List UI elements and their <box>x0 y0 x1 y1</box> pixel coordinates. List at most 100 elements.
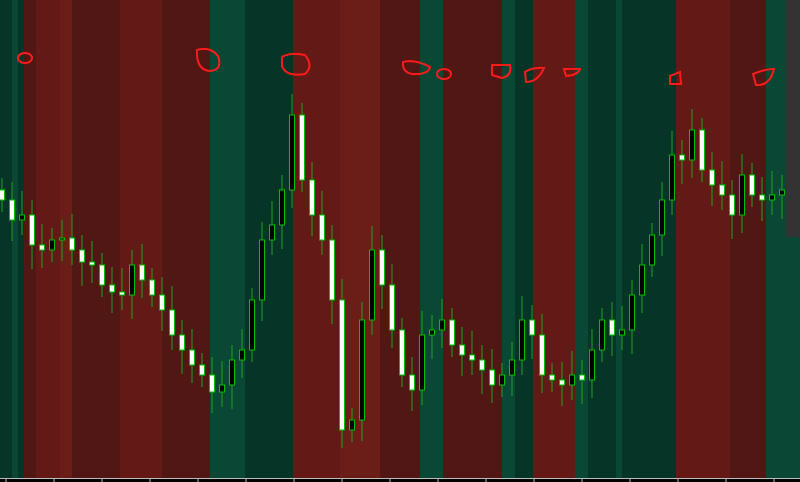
candle-body <box>329 239 335 301</box>
candle <box>629 280 635 354</box>
regime-band-dark-red <box>730 0 766 482</box>
candle <box>729 180 735 239</box>
candle <box>119 268 125 310</box>
candle-body <box>629 294 635 331</box>
hand-drawn-annotations <box>17 47 776 87</box>
candle <box>349 408 355 442</box>
candle-body <box>279 189 285 226</box>
candle <box>529 305 535 359</box>
candle-body <box>529 319 535 336</box>
candle <box>129 250 135 319</box>
candle <box>279 175 285 249</box>
x-axis-strip <box>0 479 800 482</box>
candle <box>159 277 165 331</box>
candle <box>749 163 755 207</box>
regime-band-green <box>502 0 515 482</box>
candle-body <box>49 239 55 251</box>
candle-body <box>299 114 305 181</box>
regime-band-dark-red <box>162 0 210 482</box>
candle-body <box>719 184 725 196</box>
candles <box>0 94 785 448</box>
candle <box>99 253 105 297</box>
candle-body <box>509 359 515 376</box>
candle-body <box>99 264 105 286</box>
candle-body <box>739 174 745 216</box>
candle-body <box>679 154 685 161</box>
candle <box>479 345 485 394</box>
candle-body <box>519 319 525 361</box>
candle <box>9 182 15 241</box>
candle-body <box>689 129 695 161</box>
candle-body <box>199 364 205 376</box>
candle <box>699 118 705 182</box>
candle <box>249 288 255 362</box>
candle <box>389 264 395 348</box>
candle <box>329 225 335 324</box>
regime-band-dark-green <box>18 0 24 482</box>
candle <box>59 220 65 261</box>
candle-body <box>39 244 45 251</box>
candle-body <box>499 374 505 386</box>
regime-band-dark-green <box>588 0 616 482</box>
candle-body <box>169 309 175 336</box>
candle-body <box>9 199 15 221</box>
candle <box>379 235 385 309</box>
candle <box>609 302 615 356</box>
regime-band-dark-red <box>72 0 120 482</box>
regime-band-red <box>120 0 162 482</box>
candle <box>669 131 675 215</box>
candle-body <box>19 214 25 221</box>
candle <box>679 140 685 184</box>
candle-body <box>149 279 155 296</box>
candle-body <box>619 329 625 336</box>
candle <box>439 299 445 348</box>
candle-body <box>579 374 585 381</box>
candle-body <box>309 179 315 216</box>
candle-body <box>469 354 475 361</box>
candle <box>719 161 725 210</box>
regime-band-green <box>616 0 622 482</box>
candle-body <box>109 284 115 293</box>
annotation-circle <box>669 70 683 85</box>
candle-body <box>479 359 485 371</box>
candle-body <box>59 237 65 241</box>
candle <box>149 268 155 307</box>
candle-body <box>389 284 395 331</box>
candle-body <box>0 189 5 201</box>
candle-body <box>649 234 655 266</box>
regime-band-red <box>533 0 575 482</box>
candle-body <box>179 334 185 351</box>
x-axis <box>0 478 800 482</box>
annotation-circle <box>751 67 776 87</box>
candle-body <box>539 334 545 376</box>
candle-body <box>489 369 495 386</box>
candle-body <box>139 264 145 281</box>
candle <box>369 226 375 335</box>
candle-body <box>429 329 435 336</box>
candle <box>599 308 605 362</box>
regime-band-green <box>575 0 588 482</box>
candle <box>179 320 185 374</box>
regime-band-dark-red <box>443 0 502 482</box>
candle <box>19 191 25 235</box>
candle-body <box>319 214 325 241</box>
candle-body <box>419 334 425 391</box>
candle-body <box>239 349 245 361</box>
candle <box>169 286 175 350</box>
candle-body <box>339 299 345 431</box>
candle <box>739 154 745 233</box>
candle <box>469 331 475 375</box>
candle <box>649 223 655 277</box>
candle <box>459 327 465 376</box>
candle <box>639 244 645 313</box>
candle-body <box>269 224 275 241</box>
candle-body <box>699 129 705 171</box>
annotation-circle <box>17 52 33 64</box>
candle <box>549 363 555 392</box>
candle <box>139 244 145 298</box>
regime-band-light-red <box>60 0 72 482</box>
candle <box>409 357 415 411</box>
regime-band-dark-green <box>515 0 533 482</box>
candle-body <box>639 264 645 296</box>
